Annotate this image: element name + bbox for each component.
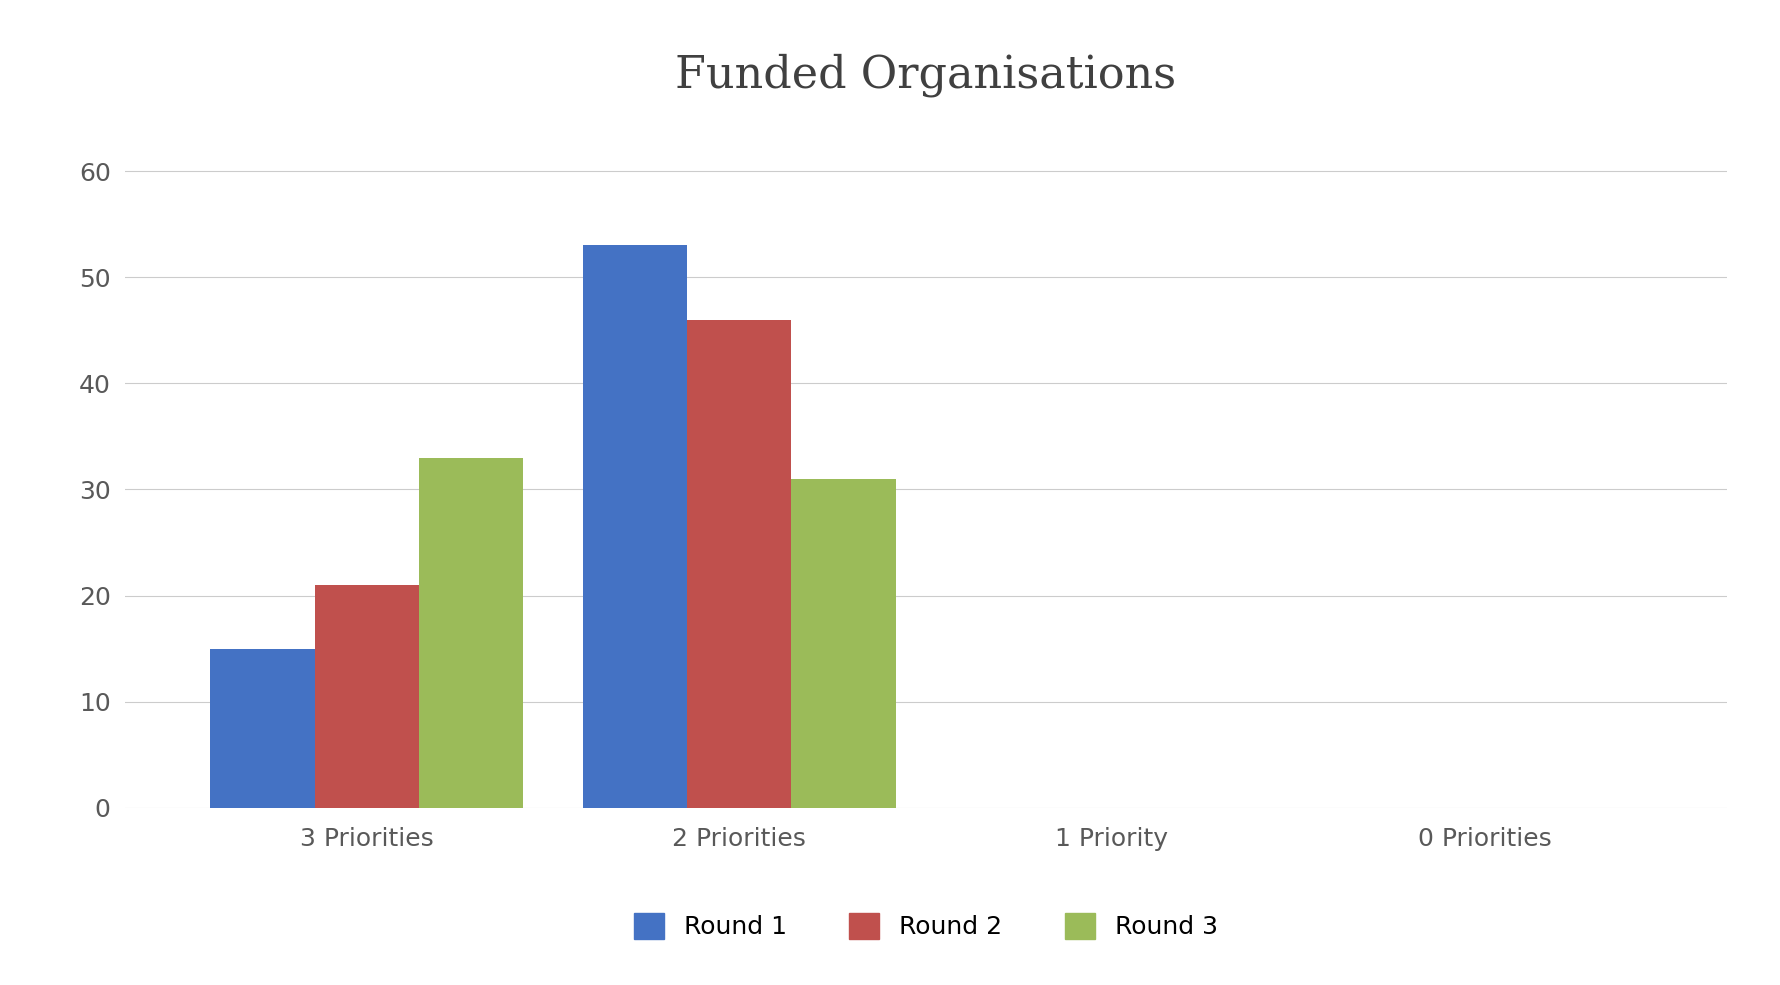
Bar xyxy=(792,479,895,808)
Bar xyxy=(418,458,523,808)
Bar xyxy=(210,648,315,808)
Legend: Round 1, Round 2, Round 3: Round 1, Round 2, Round 3 xyxy=(623,903,1228,950)
Bar xyxy=(582,245,687,808)
Bar xyxy=(687,320,792,808)
Bar xyxy=(315,585,418,808)
Title: Funded Organisations: Funded Organisations xyxy=(675,53,1177,98)
